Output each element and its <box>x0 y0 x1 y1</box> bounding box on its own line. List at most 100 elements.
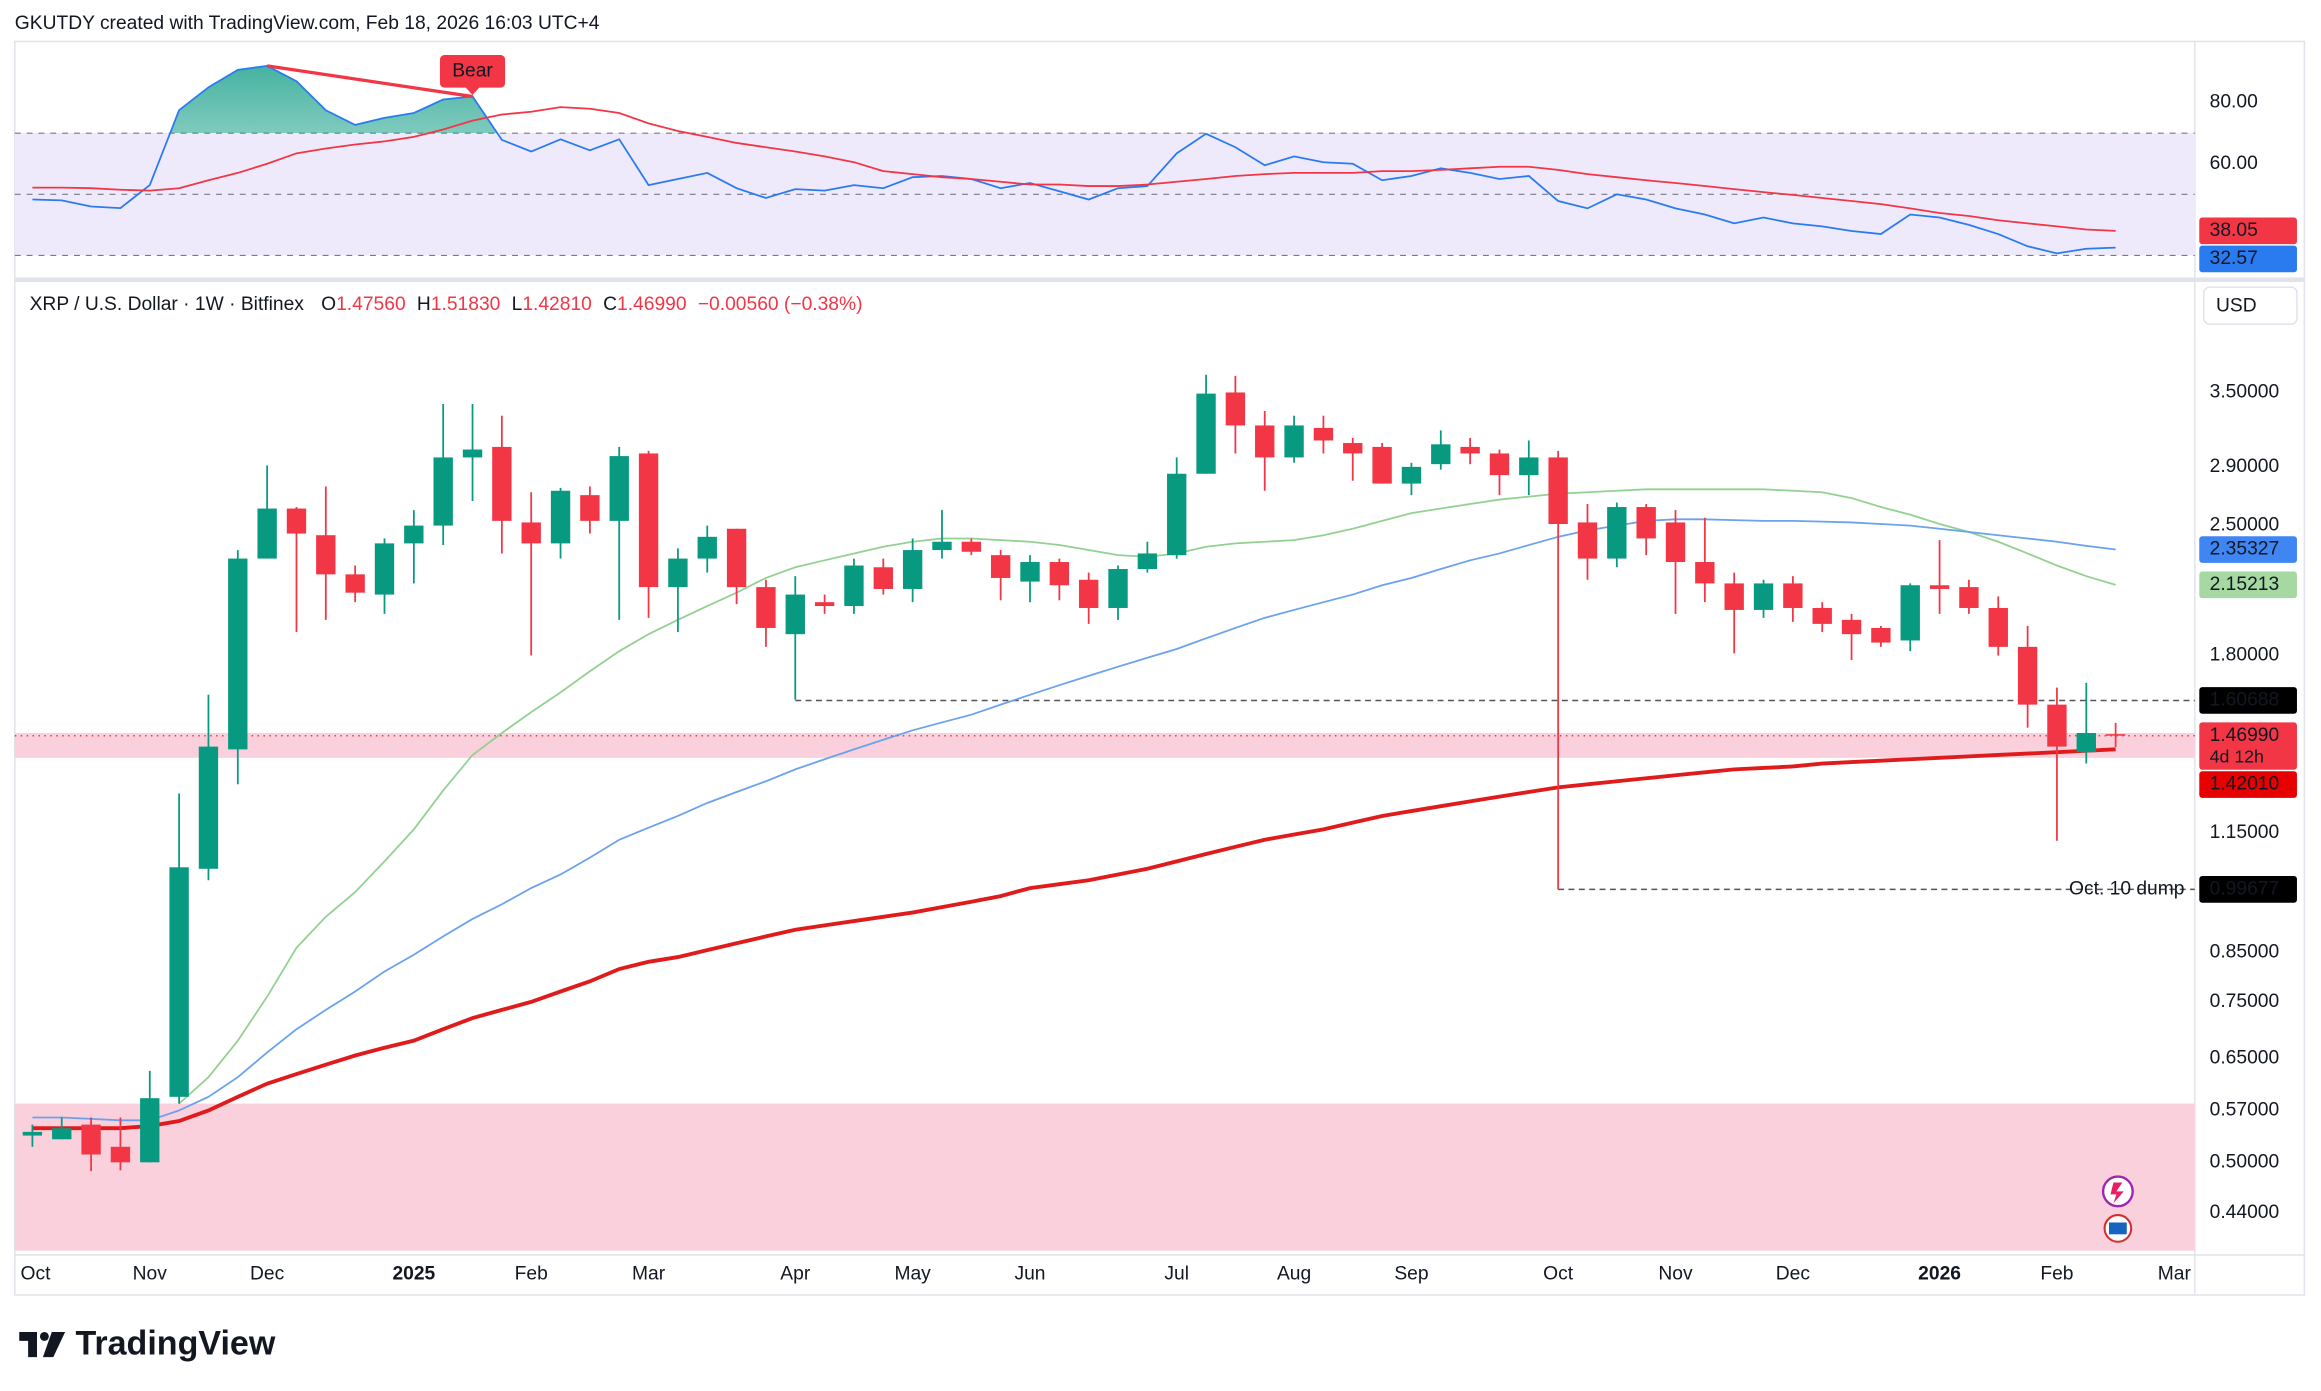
symbol-title: XRP / U.S. Dollar · 1W · Bitfinex <box>30 294 305 315</box>
candle-body <box>1401 466 1422 484</box>
candle-body <box>726 528 747 588</box>
candle-body <box>1548 457 1568 525</box>
ohlc-value: 1.42810 <box>522 294 592 315</box>
candle-body <box>844 565 864 607</box>
candle-body <box>1607 507 1627 559</box>
y-tick-label: 0.85000 <box>2210 941 2280 962</box>
candle-body <box>1049 562 1070 586</box>
y-tick-label: 1.80000 <box>2210 645 2280 666</box>
candle-body <box>1959 587 1979 608</box>
price-label-box <box>2199 571 2297 599</box>
candle-body <box>1519 457 1539 476</box>
candle-body <box>345 574 365 593</box>
logo-mark <box>42 1332 66 1358</box>
candle-body <box>1020 562 1040 582</box>
candle-body <box>1812 607 1832 624</box>
price-label-box <box>2199 687 2297 714</box>
y-tick-label: 0.57000 <box>2210 1100 2280 1121</box>
y-tick-label: 80.00 <box>2210 92 2258 113</box>
candle-body <box>932 541 952 551</box>
x-tick-label: Feb <box>2040 1263 2073 1284</box>
candle-body <box>873 567 893 589</box>
x-tick-label: May <box>894 1263 931 1284</box>
candle-body <box>756 587 776 628</box>
candle-body <box>140 1098 160 1163</box>
candle-body <box>1724 583 1744 610</box>
candle-body <box>1196 393 1216 474</box>
x-tick-label: 2026 <box>1918 1263 1961 1284</box>
candle-body <box>81 1124 101 1155</box>
y-tick-label: 0.50000 <box>2210 1151 2280 1172</box>
x-tick-label: Sep <box>1394 1263 1428 1284</box>
candle-body <box>1783 583 1803 608</box>
candle-body <box>550 490 571 544</box>
candle-body <box>2017 646 2038 705</box>
y-tick-label: 2.90000 <box>2210 456 2280 477</box>
candle-body <box>1929 585 1950 589</box>
price-label-box <box>2199 245 2297 273</box>
price-label-box <box>2199 771 2297 798</box>
candle-body <box>1988 607 2008 647</box>
candle-body <box>1431 444 1451 465</box>
candle-body <box>169 867 189 1097</box>
x-tick-label: Jul <box>1164 1263 1189 1284</box>
x-tick-label: Oct <box>1543 1263 1574 1284</box>
candle-body <box>902 550 923 589</box>
x-tick-label: Mar <box>632 1263 666 1284</box>
divergence-label-pointer <box>465 86 480 95</box>
x-tick-label: Feb <box>515 1263 548 1284</box>
candle-body <box>198 746 219 869</box>
candle-body <box>1871 627 1891 643</box>
price-label: 1.60688 <box>2210 690 2280 711</box>
price-label-box <box>2199 876 2297 903</box>
candle-body <box>697 536 717 559</box>
candle-body <box>1137 553 1158 570</box>
level-annotation: Oct. 10 dump <box>2069 878 2184 899</box>
candle-body <box>785 594 805 635</box>
candle-body <box>22 1131 43 1136</box>
candle-body <box>286 508 307 534</box>
candle-body <box>1460 446 1480 454</box>
x-tick-label: Oct <box>21 1263 52 1284</box>
candle-body <box>1636 507 1656 539</box>
candle-body <box>2105 734 2126 736</box>
candle-body <box>404 525 424 544</box>
price-label: 2.15213 <box>2210 574 2280 595</box>
candle-body <box>609 456 629 521</box>
candle-body <box>1695 562 1715 584</box>
price-label: 32.57 <box>2210 248 2258 269</box>
candle-body <box>1313 427 1334 441</box>
logo-dot <box>39 1332 49 1341</box>
attribution: GKUTDY created with TradingView.com, Feb… <box>15 13 600 34</box>
candle-body <box>1489 453 1510 476</box>
y-tick-label: 3.50000 <box>2210 382 2280 403</box>
y-tick-label: 1.15000 <box>2210 822 2280 843</box>
ohlc-value: 1.51830 <box>431 294 501 315</box>
ohlc-key: C <box>603 294 617 315</box>
x-tick-label: Mar <box>2158 1263 2192 1284</box>
candle-body <box>1284 425 1304 458</box>
y-tick-label: 0.75000 <box>2210 991 2280 1012</box>
candle-body <box>521 522 541 544</box>
moving-average <box>32 518 2116 1122</box>
y-tick-label: 60.00 <box>2210 153 2258 174</box>
moving-average <box>32 747 2116 1131</box>
logo-text: TradingView <box>75 1324 275 1362</box>
price-label: 1.42010 <box>2210 774 2280 795</box>
price-label: 2.35327 <box>2210 539 2280 560</box>
candle-body <box>52 1128 72 1140</box>
price-change: −0.00560 (−0.38%) <box>698 294 863 315</box>
candle-body <box>316 535 336 575</box>
events-glyph <box>2109 1222 2127 1235</box>
y-tick-label: 0.65000 <box>2210 1048 2280 1069</box>
candle-body <box>1167 473 1187 556</box>
y-tick-label: 0.44000 <box>2210 1202 2280 1223</box>
candle-body <box>1372 446 1392 484</box>
x-tick-label: Apr <box>780 1263 811 1284</box>
currency-button[interactable] <box>2202 286 2298 325</box>
y-tick-label: 2.50000 <box>2210 515 2280 536</box>
x-tick-label: Aug <box>1277 1263 1311 1284</box>
candle-body <box>257 508 277 559</box>
